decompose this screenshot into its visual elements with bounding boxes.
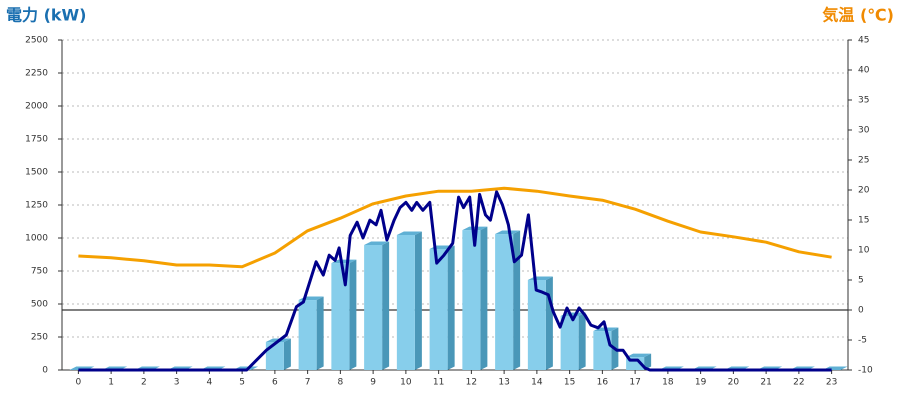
y2-tick-label: 0 (858, 306, 864, 316)
bar-top (626, 353, 652, 358)
y-tick-label: 1000 (25, 234, 48, 244)
x-tick-label: 11 (433, 378, 444, 388)
y-tick-label: 250 (31, 333, 48, 343)
y-tick-label: 2250 (25, 69, 48, 79)
x-tick-label: 22 (793, 378, 804, 388)
x-tick-label: 3 (174, 378, 180, 388)
bar-top (495, 230, 521, 235)
x-tick-label: 2 (141, 378, 147, 388)
bar-side (447, 245, 455, 370)
y2-tick-label: 10 (858, 246, 870, 256)
x-tick-label: 4 (207, 378, 213, 388)
x-tick-label: 19 (695, 378, 707, 388)
x-tick-label: 7 (305, 378, 311, 388)
x-tick-label: 14 (531, 378, 543, 388)
bar-side (349, 259, 357, 370)
bar-top (331, 259, 357, 264)
bar-face (527, 279, 546, 370)
y2-tick-label: 20 (858, 186, 870, 196)
y-axis-title: 電力 (kW) (6, 6, 87, 25)
bar (495, 230, 521, 370)
bar-side (513, 230, 521, 370)
x-tick-label: 16 (597, 378, 609, 388)
bar-side (480, 226, 488, 370)
line (78, 190, 832, 372)
x-tick-label: 18 (662, 378, 674, 388)
x-tick-label: 20 (728, 378, 740, 388)
bar-face (265, 342, 284, 370)
bar (364, 241, 390, 370)
bar-side (414, 231, 422, 370)
y2-tick-label: 30 (858, 126, 870, 136)
bar (396, 231, 422, 370)
y2-tick-label: 25 (858, 156, 869, 166)
bar-side (316, 296, 324, 370)
x-tick-label: 0 (76, 378, 82, 388)
bar-face (560, 316, 579, 370)
bar (298, 296, 324, 370)
bar-side (382, 241, 390, 370)
y2-axis-title: 気温 (℃) (822, 6, 894, 25)
bar-face (495, 234, 514, 370)
bar (265, 338, 291, 370)
y-tick-label: 2000 (25, 102, 48, 112)
bar-top (396, 231, 422, 235)
y2-tick-label: 45 (858, 36, 869, 46)
y-tick-label: 500 (31, 300, 48, 310)
x-tick-label: 23 (826, 378, 837, 388)
bar-face (364, 244, 383, 370)
x-tick-label: 17 (629, 378, 640, 388)
y2-tick-label: 40 (858, 66, 870, 76)
x-tick-label: 1 (108, 378, 114, 388)
x-tick-label: 10 (400, 378, 412, 388)
y2-tick-label: -10 (858, 366, 873, 376)
bar-face (331, 263, 350, 370)
bar-face (593, 331, 612, 370)
bar-face (429, 248, 448, 370)
bar-side (283, 338, 291, 370)
y-tick-label: 1500 (25, 168, 48, 178)
y-tick-label: 1750 (25, 135, 48, 145)
y2-tick-label: 35 (858, 96, 869, 106)
bar-side (644, 353, 652, 370)
x-tick-label: 9 (370, 378, 376, 388)
x-tick-label: 21 (760, 378, 771, 388)
x-tick-label: 15 (564, 378, 575, 388)
bar-side (545, 276, 553, 370)
y2-tick-label: -5 (858, 336, 867, 346)
bar-face (298, 300, 317, 370)
line (78, 186, 832, 269)
bar-face (462, 230, 481, 370)
bar-face (396, 234, 415, 370)
bar-top (560, 312, 586, 317)
bar-side (578, 312, 586, 370)
x-tick-label: 6 (272, 378, 278, 388)
x-tick-label: 12 (466, 378, 477, 388)
bar (560, 312, 586, 370)
y-tick-label: 0 (42, 366, 48, 376)
y-tick-label: 1250 (25, 201, 48, 211)
bar (429, 245, 455, 370)
y-tick-label: 2500 (25, 36, 48, 46)
bar (331, 259, 357, 370)
x-tick-label: 8 (338, 378, 344, 388)
y2-tick-label: 15 (858, 216, 869, 226)
bar-top (364, 241, 390, 245)
y2-tick-label: 5 (858, 276, 864, 286)
y-tick-label: 750 (31, 267, 48, 277)
x-tick-label: 13 (498, 378, 509, 388)
x-tick-label: 5 (239, 378, 245, 388)
bar (462, 226, 488, 370)
